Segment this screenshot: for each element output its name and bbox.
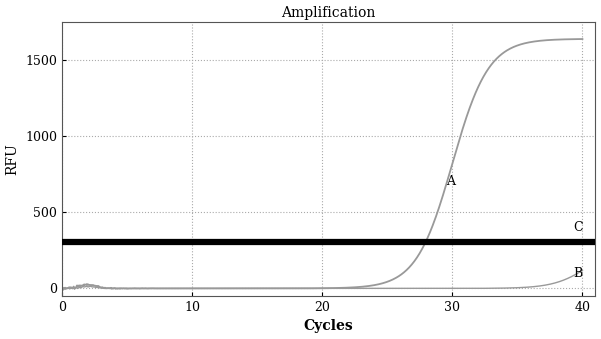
Text: B: B xyxy=(573,267,582,280)
Text: A: A xyxy=(446,175,455,188)
Title: Amplification: Amplification xyxy=(281,5,376,20)
Text: C: C xyxy=(573,221,583,234)
X-axis label: Cycles: Cycles xyxy=(304,319,353,334)
Y-axis label: RFU: RFU xyxy=(5,143,20,175)
